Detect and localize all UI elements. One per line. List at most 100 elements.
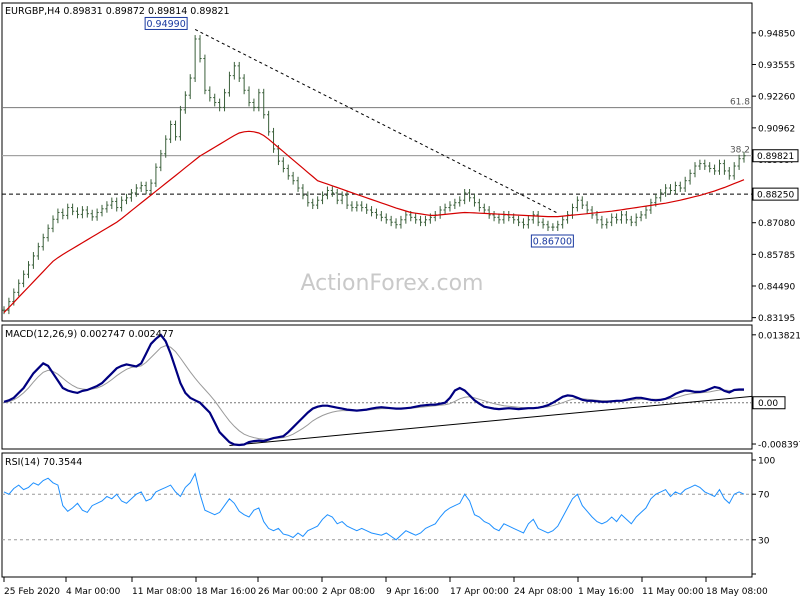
price-bar bbox=[154, 163, 158, 188]
price-bar bbox=[267, 110, 271, 136]
price-bar bbox=[610, 213, 614, 227]
watermark: ActionForex.com bbox=[301, 271, 484, 296]
price-bar bbox=[237, 61, 241, 82]
price-bar bbox=[575, 196, 579, 212]
price-bar bbox=[213, 93, 217, 107]
price-bar bbox=[115, 197, 119, 212]
price-bar bbox=[629, 215, 633, 227]
price-bar bbox=[291, 171, 295, 185]
price-bar bbox=[311, 198, 315, 210]
price-annotation-label: 0.86700 bbox=[533, 236, 572, 247]
price-bars bbox=[2, 35, 746, 315]
price-bar bbox=[355, 201, 359, 212]
time-axis: 25 Feb 2020 4 Mar 00:00 11 Mar 08:00 18 Mar… bbox=[3, 577, 768, 597]
price-bar bbox=[379, 210, 383, 222]
price-tick-label: 0.90962 bbox=[758, 124, 795, 134]
price-bar bbox=[335, 188, 339, 205]
price-bar bbox=[149, 179, 153, 195]
price-bar bbox=[644, 206, 648, 219]
price-bar bbox=[683, 176, 687, 192]
price-bar bbox=[120, 196, 124, 212]
price-bar bbox=[71, 203, 75, 216]
price-bar bbox=[423, 215, 428, 227]
price-tick-label: 0.83195 bbox=[758, 314, 795, 324]
price-bar bbox=[693, 162, 697, 178]
price-bar bbox=[252, 98, 256, 112]
time-tick-label: 18 May 08:00 bbox=[706, 587, 768, 597]
price-bar bbox=[198, 35, 202, 63]
price-bar bbox=[61, 208, 65, 220]
price-bar bbox=[340, 191, 344, 205]
price-bar bbox=[85, 206, 89, 218]
price-bar bbox=[551, 223, 555, 232]
price-bar bbox=[36, 242, 40, 260]
price-bar bbox=[585, 201, 589, 214]
price-annotation-label: 0.94990 bbox=[146, 19, 185, 30]
price-bar bbox=[663, 184, 668, 197]
price-level-tag-label: 0.89821 bbox=[757, 152, 794, 162]
price-bar bbox=[712, 164, 717, 175]
price-bar bbox=[218, 98, 222, 112]
price-bar bbox=[247, 86, 251, 107]
price-bar bbox=[139, 181, 143, 192]
price-bar bbox=[467, 188, 472, 202]
price-bar bbox=[649, 198, 653, 214]
price-tick-label: 0.92260 bbox=[758, 93, 795, 103]
price-panel: ActionForex.com 61.838.2 0.949900.86700 … bbox=[1, 2, 753, 322]
price-bar bbox=[404, 210, 408, 224]
price-bar bbox=[159, 149, 163, 172]
price-bar bbox=[463, 188, 467, 205]
price-bar bbox=[477, 198, 481, 212]
price-bar bbox=[350, 201, 354, 212]
price-bar bbox=[41, 233, 45, 251]
price-bar bbox=[384, 213, 388, 224]
price-bar bbox=[183, 91, 187, 114]
price-bar bbox=[678, 181, 682, 192]
price-bar bbox=[90, 209, 94, 221]
price-bar bbox=[732, 162, 736, 180]
price-level-tag: 0.89821 bbox=[752, 149, 799, 163]
time-tick-label: 2 Apr 08:00 bbox=[322, 587, 375, 597]
time-tick-label: 18 Mar 16:00 bbox=[196, 587, 256, 597]
price-bar bbox=[668, 184, 673, 195]
price-bar bbox=[605, 218, 609, 229]
price-bar bbox=[374, 208, 379, 219]
moving-average-line bbox=[3, 130, 745, 314]
price-bar bbox=[75, 207, 80, 219]
price-levels: 61.8 38.2 bbox=[2, 98, 752, 195]
price-bar bbox=[17, 279, 21, 297]
price-bar bbox=[46, 224, 50, 242]
price-bar bbox=[482, 203, 486, 214]
price-bar bbox=[497, 213, 501, 224]
price-bar bbox=[124, 193, 129, 205]
rsi-header: RSI(14) 70.3544 bbox=[5, 457, 82, 468]
price-tick-label: 0.84490 bbox=[758, 282, 795, 292]
rsi-tick-label: 30 bbox=[758, 536, 770, 546]
price-bar bbox=[365, 203, 369, 214]
macd-trendline bbox=[229, 395, 753, 447]
price-bar bbox=[169, 120, 173, 144]
price-bar bbox=[453, 198, 457, 210]
price-bar bbox=[232, 61, 236, 80]
time-tick-label: 1 May 16:00 bbox=[578, 587, 634, 597]
price-bar bbox=[703, 159, 707, 170]
price-bar bbox=[95, 208, 99, 221]
price-bar bbox=[193, 35, 197, 82]
rsi-panel: RSI(14) 70.3544 bbox=[1, 452, 753, 578]
time-tick-label: 25 Feb 2020 bbox=[4, 587, 60, 597]
price-bar bbox=[105, 201, 109, 213]
price-bar bbox=[541, 218, 545, 229]
price-bar bbox=[737, 154, 741, 170]
price-bar bbox=[526, 215, 530, 229]
price-bar bbox=[698, 159, 702, 170]
price-tick-label: 0.87080 bbox=[758, 219, 795, 229]
price-bar bbox=[556, 220, 560, 232]
macd-zero-tag: 0.00 bbox=[752, 396, 786, 410]
price-bar bbox=[257, 88, 261, 112]
price-bar bbox=[296, 176, 300, 192]
price-bar bbox=[203, 54, 207, 95]
time-tick-label: 11 May 00:00 bbox=[642, 587, 704, 597]
price-bar bbox=[516, 215, 521, 227]
